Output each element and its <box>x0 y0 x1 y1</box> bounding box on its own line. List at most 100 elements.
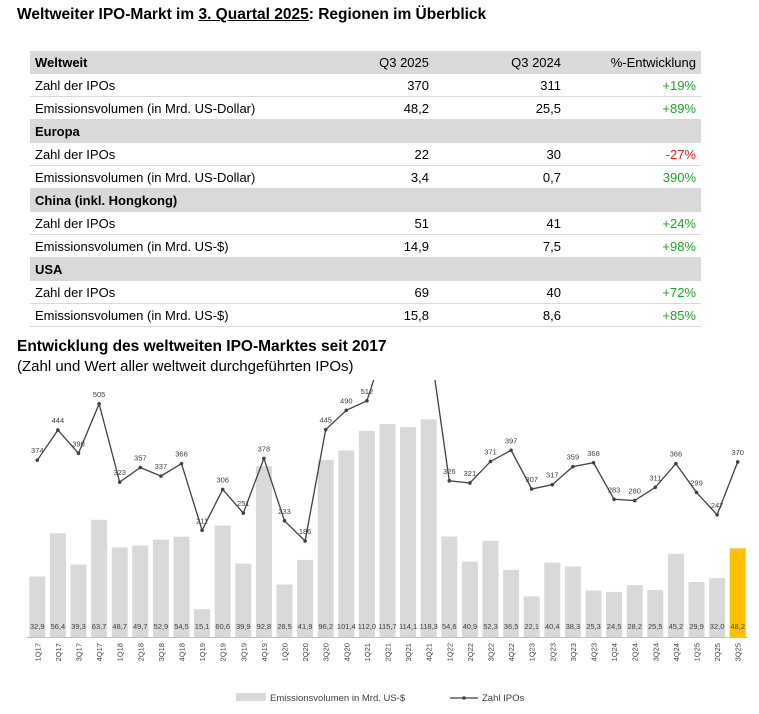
header-q3-2025: Q3 2025 <box>300 51 434 74</box>
value-change: +98% <box>566 234 701 258</box>
line-point-4Q20 <box>344 408 349 413</box>
line-value-label: 247 <box>711 501 724 510</box>
bar-value-label: 22,1 <box>524 622 539 631</box>
value-change: +72% <box>566 280 701 304</box>
line-point-4Q18 <box>179 461 184 466</box>
bar-1Q18 <box>111 547 128 637</box>
line-point-1Q22 <box>447 479 452 483</box>
table-row: Emissionsvolumen (in Mrd. US-$) 15,8 8,6 +8… <box>30 303 701 327</box>
line-value-label: 283 <box>608 485 621 494</box>
line-point-4Q24 <box>674 461 678 466</box>
x-tick-label: 4Q22 <box>507 643 516 661</box>
line-value-label: 326 <box>443 467 456 476</box>
region-name: USA <box>30 257 701 281</box>
x-tick-label: 4Q17 <box>95 643 104 661</box>
value-q3-2024: 30 <box>434 142 566 166</box>
zahl-ipos-line <box>36 380 739 543</box>
bar-value-label: 15,1 <box>195 622 210 631</box>
bar-value-label: 114,1 <box>399 622 417 631</box>
value-q3-2024: 40 <box>434 280 566 304</box>
x-tick-label: 3Q22 <box>487 643 496 661</box>
x-tick-label: 1Q25 <box>693 643 702 661</box>
bar-1Q17 <box>29 576 46 637</box>
title-quarter: 3. Quartal 2025 <box>198 6 309 23</box>
x-tick-label: 4Q20 <box>342 643 351 661</box>
bar-value-label: 28,5 <box>277 622 292 631</box>
x-tick-label: 1Q23 <box>528 643 537 661</box>
table-row: Emissionsvolumen (in Mrd. US-Dollar) 3,4 0… <box>30 165 701 189</box>
x-tick-label: 3Q23 <box>569 643 578 661</box>
value-q3-2024: 25,5 <box>434 96 566 120</box>
bar-2Q20 <box>297 559 314 637</box>
line-point-3Q20 <box>323 427 328 432</box>
line-point-2Q25 <box>715 512 719 517</box>
line-point-1Q18 <box>117 480 122 484</box>
value-q3-2024: 8,6 <box>434 303 566 327</box>
value-q3-2024: 311 <box>434 73 566 97</box>
x-tick-label: 2Q17 <box>54 643 63 661</box>
table-row: Zahl der IPOs 69 40 +72% <box>30 280 701 304</box>
bar-value-label: 54,6 <box>442 622 457 631</box>
line-value-label: 251 <box>237 499 250 508</box>
row-label: Emissionsvolumen (in Mrd. US-Dollar) <box>30 165 300 189</box>
bar-1Q25 <box>688 581 705 637</box>
legend-bar-label: Emissionsvolumen in Mrd. US-$ <box>270 693 406 704</box>
table-row: Zahl der IPOs 22 30 -27% <box>30 142 701 166</box>
row-label: Zahl der IPOs <box>30 73 300 97</box>
bar-2Q25 <box>709 578 726 637</box>
bar-4Q20 <box>338 450 355 637</box>
line-point-2Q23 <box>550 482 555 487</box>
bar-value-label: 115,7 <box>378 622 396 631</box>
line-point-4Q23 <box>591 460 596 465</box>
bar-4Q21 <box>420 419 437 637</box>
bar-2Q21 <box>379 424 396 637</box>
value-change: -27% <box>566 142 701 166</box>
line-value-label: 307 <box>525 475 538 484</box>
chart-title: Entwicklung des weltweiten IPO-Marktes s… <box>17 338 387 355</box>
bar-value-label: 25,3 <box>586 622 601 631</box>
bar-4Q22 <box>503 569 520 637</box>
x-tick-label: 2Q19 <box>219 643 228 661</box>
x-tick-label: 3Q25 <box>734 643 743 661</box>
bar-value-label: 29,9 <box>689 622 704 631</box>
line-point-2Q17 <box>56 428 60 432</box>
line-point-4Q19 <box>262 456 266 461</box>
value-q3-2025: 48,2 <box>300 96 434 120</box>
x-tick-label: 3Q18 <box>157 643 166 661</box>
bar-value-label: 52,9 <box>154 622 169 631</box>
x-tick-label: 2Q25 <box>713 643 722 661</box>
bar-value-label: 32,0 <box>710 622 725 631</box>
line-value-label: 317 <box>546 471 559 480</box>
line-value-label: 505 <box>93 390 106 399</box>
bar-value-label: 63,7 <box>92 622 107 631</box>
bar-4Q24 <box>667 553 684 637</box>
bar-1Q19 <box>194 609 211 637</box>
x-tick-label: 2Q23 <box>548 643 557 661</box>
bar-4Q18 <box>173 536 190 637</box>
line-point-4Q22 <box>509 448 513 453</box>
ipo-region-table: Weltweit Q3 2025 Q3 2024 %-Entwicklung Zahl … <box>30 51 701 327</box>
page-title: Weltweiter IPO-Markt im 3. Quartal 2025:… <box>17 6 487 23</box>
table-row: Emissionsvolumen (in Mrd. US-Dollar) 48,2… <box>30 96 701 120</box>
bar-1Q23 <box>523 596 540 637</box>
legend-bar-swatch <box>236 693 266 701</box>
bar-value-label: 40,4 <box>545 622 560 631</box>
bar-3Q17 <box>70 564 87 637</box>
value-change: 390% <box>566 165 701 189</box>
line-value-label: 397 <box>505 436 518 445</box>
line-point-3Q24 <box>653 485 658 490</box>
x-tick-label: 2Q22 <box>466 643 475 661</box>
line-point-2Q22 <box>468 481 472 485</box>
table-row: Zahl der IPOs 370 311 +19% <box>30 73 701 97</box>
line-point-2Q19 <box>220 487 225 492</box>
line-point-1Q25 <box>694 490 699 495</box>
x-tick-label: 4Q21 <box>425 643 434 661</box>
bar-3Q25 <box>729 548 746 637</box>
line-value-label: 512 <box>361 387 374 396</box>
bar-2Q22 <box>461 561 478 637</box>
bar-4Q23 <box>585 590 602 637</box>
value-change: +85% <box>566 303 701 327</box>
line-value-label: 306 <box>216 475 229 484</box>
bar-value-label: 24,5 <box>607 622 622 631</box>
bar-3Q20 <box>317 459 334 637</box>
